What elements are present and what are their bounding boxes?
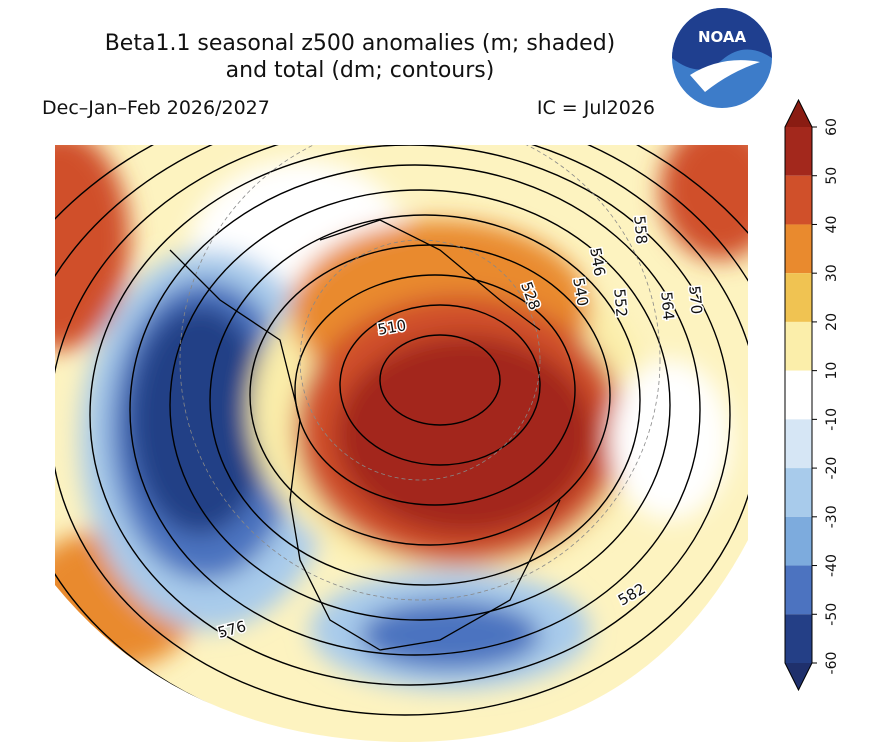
colorbar-bin	[785, 224, 812, 274]
title-line: and total (dm; contours)	[226, 58, 495, 83]
contour-label: 558	[630, 215, 650, 245]
colorbar-extend	[785, 100, 812, 127]
title-line: Beta1.1 seasonal z500 anomalies (m; shad…	[105, 31, 616, 56]
colorbar-bin	[785, 565, 812, 615]
colorbar-bin	[785, 273, 812, 322]
colorbar-tick-label: -50	[824, 603, 840, 626]
colorbar-tick-label: 50	[824, 167, 840, 185]
colorbar-bin	[785, 419, 812, 469]
colorbar-tick-label: -10	[824, 408, 840, 431]
contour-label: 552	[610, 288, 630, 318]
colorbar-bin	[785, 175, 812, 225]
noaa-logo: NOAA	[672, 8, 772, 108]
subtitle-left: Dec–Jan–Feb 2026/2027	[42, 97, 270, 119]
contour-label: 564	[657, 291, 677, 321]
colorbar-bin	[785, 321, 812, 371]
colorbar-bin	[785, 370, 812, 420]
colorbar-tick-label: 60	[824, 118, 840, 136]
colorbar-tick-label: -40	[824, 554, 840, 577]
contour-label: 570	[685, 285, 705, 315]
colorbar-extend	[785, 663, 812, 690]
colorbar: 60 50 40 30 20 10 -10 -20 -30 -40 -50 -60	[784, 98, 840, 692]
colorbar-tick-label: -30	[824, 505, 840, 528]
subtitle-right: IC = Jul2026	[537, 97, 655, 119]
colorbar-bin	[785, 516, 812, 566]
colorbar-tick-label: 30	[824, 264, 840, 282]
colorbar-tick-label: 10	[824, 362, 840, 380]
colorbar-tick-label: -20	[824, 457, 840, 480]
map	[55, 145, 748, 743]
colorbar-tick-label: 40	[824, 216, 840, 234]
colorbar-bin	[785, 468, 812, 517]
colorbar-tick-label: 20	[824, 313, 840, 331]
colorbar-tick-label: -60	[824, 652, 840, 675]
colorbar-bin	[785, 614, 812, 663]
logo-text: NOAA	[698, 28, 747, 46]
colorbar-bin	[785, 127, 812, 176]
